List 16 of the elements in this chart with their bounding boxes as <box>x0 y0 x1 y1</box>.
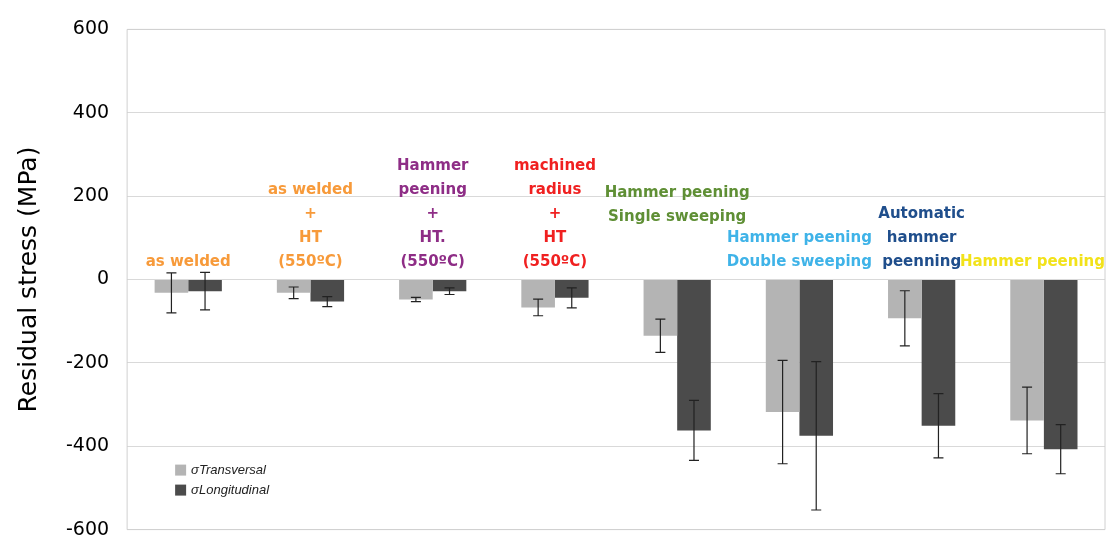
y-tick-label: -400 <box>66 433 110 456</box>
x-tick-label: Hammer peening Double sweeping <box>726 227 872 270</box>
legend-label: σTransversal <box>191 462 268 478</box>
x-tick-label: Hammer peening Single sweeping <box>604 182 750 225</box>
y-axis-title: Residual stress (MPa) <box>12 146 42 413</box>
y-tick-label: 400 <box>72 99 110 122</box>
y-tick-label: 200 <box>72 183 110 206</box>
x-tick-label: machined radius + HT (550ºC) <box>513 155 596 270</box>
y-tick-label: 0 <box>97 266 110 289</box>
y-tick-label: -600 <box>66 516 110 539</box>
y-tick-label: 600 <box>72 16 110 39</box>
legend-label: σLongitudinal <box>191 482 271 498</box>
y-tick-label: -200 <box>66 349 110 372</box>
x-tick-label: as welded + HT (550ºC) <box>267 179 354 270</box>
x-tick-label: as welded <box>145 251 231 270</box>
x-tick-label: Hammer peening + HT. (550ºC) <box>396 155 470 270</box>
